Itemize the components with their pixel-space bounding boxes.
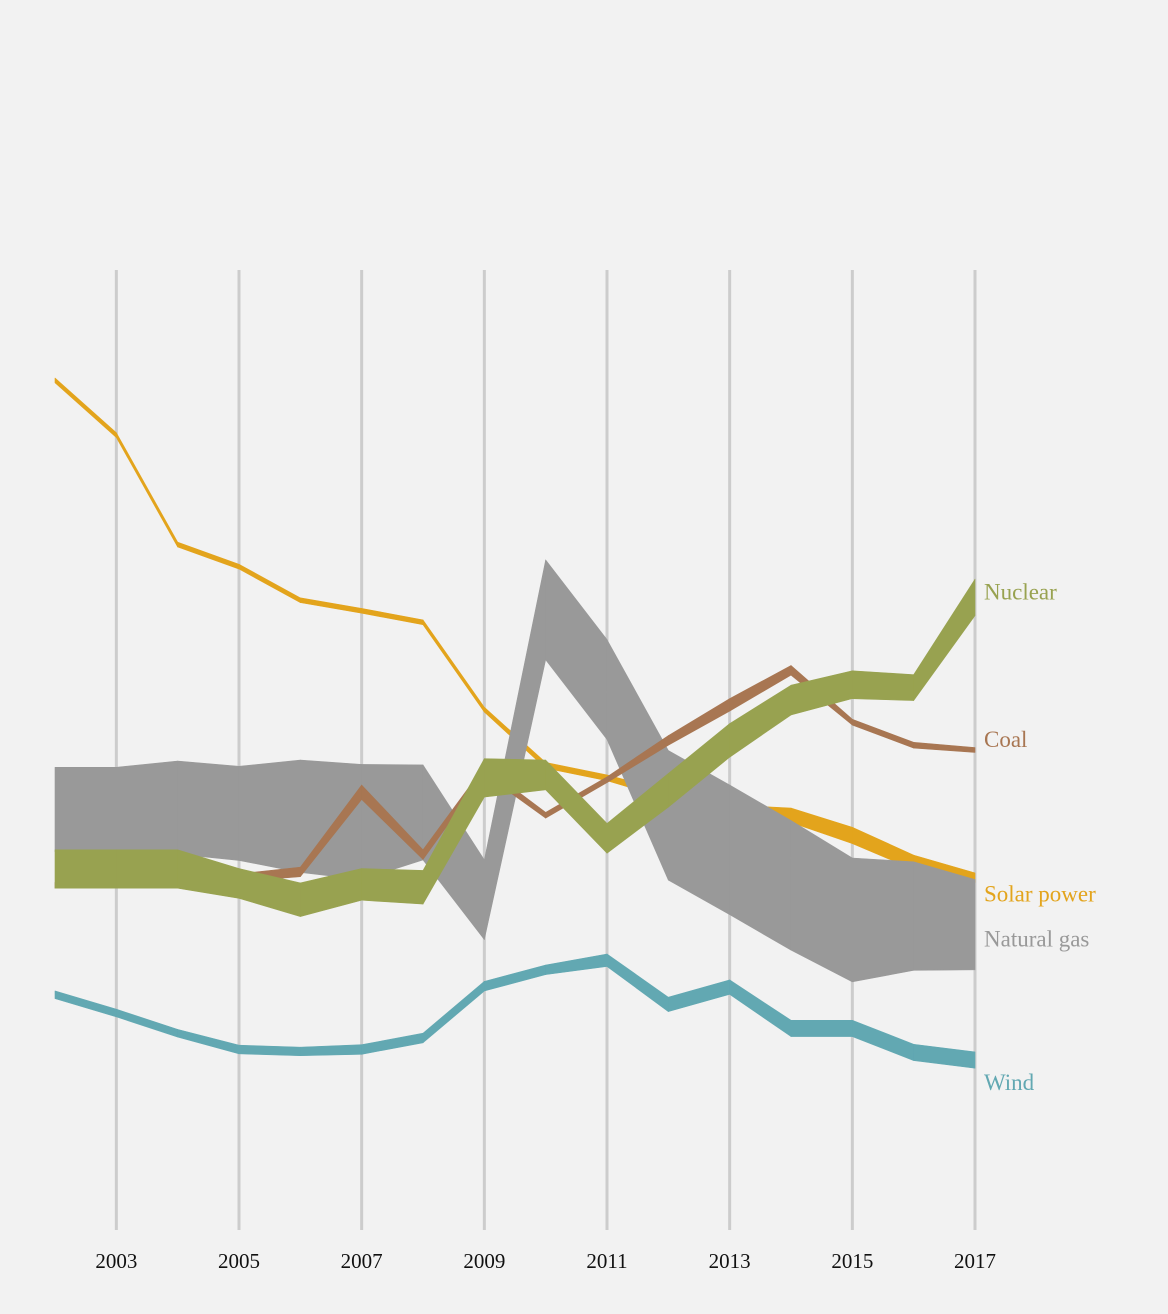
ribbon-segment bbox=[116, 849, 178, 889]
labels: 2003 2005 2007 2009 2011 2013 2015 2017 Solar po… bbox=[95, 579, 1096, 1273]
series-label: Solar power bbox=[984, 882, 1096, 907]
ribbon-segment bbox=[913, 1043, 976, 1069]
ribbon-segment bbox=[177, 760, 240, 861]
x-tick-label: 2003 bbox=[95, 1249, 137, 1273]
x-tick-label: 2007 bbox=[341, 1249, 383, 1273]
ribbon-segment bbox=[852, 857, 914, 983]
series-label: Natural gas bbox=[984, 927, 1089, 952]
series-label: Wind bbox=[984, 1070, 1035, 1095]
series-ribbon bbox=[54, 578, 976, 917]
x-tick-label: 2005 bbox=[218, 1249, 260, 1273]
x-tick-label: 2013 bbox=[709, 1249, 751, 1273]
series-ribbon bbox=[54, 953, 976, 1069]
ribbons bbox=[54, 377, 976, 1069]
series-ribbon bbox=[54, 559, 976, 983]
ribbon-segment bbox=[116, 760, 178, 855]
ribbon-segment bbox=[54, 766, 117, 853]
ribbon-segment bbox=[238, 1044, 301, 1057]
ribbon-segment bbox=[238, 759, 301, 873]
series-label: Coal bbox=[984, 727, 1027, 752]
ribbon-segment bbox=[913, 742, 976, 753]
ribbon-segment bbox=[361, 868, 424, 905]
x-tick-label: 2015 bbox=[831, 1249, 873, 1273]
ribbon-segment bbox=[852, 670, 914, 701]
x-tick-label: 2017 bbox=[954, 1249, 996, 1273]
x-tick-label: 2011 bbox=[586, 1249, 627, 1273]
ribbon-segment bbox=[913, 578, 976, 701]
ribbon-segment bbox=[790, 1019, 853, 1037]
series-ribbon bbox=[54, 377, 976, 883]
ribbon-segment bbox=[913, 861, 976, 971]
x-tick-label: 2009 bbox=[463, 1249, 505, 1273]
series-label: Nuclear bbox=[984, 579, 1057, 604]
ribbon-segment bbox=[54, 849, 117, 889]
